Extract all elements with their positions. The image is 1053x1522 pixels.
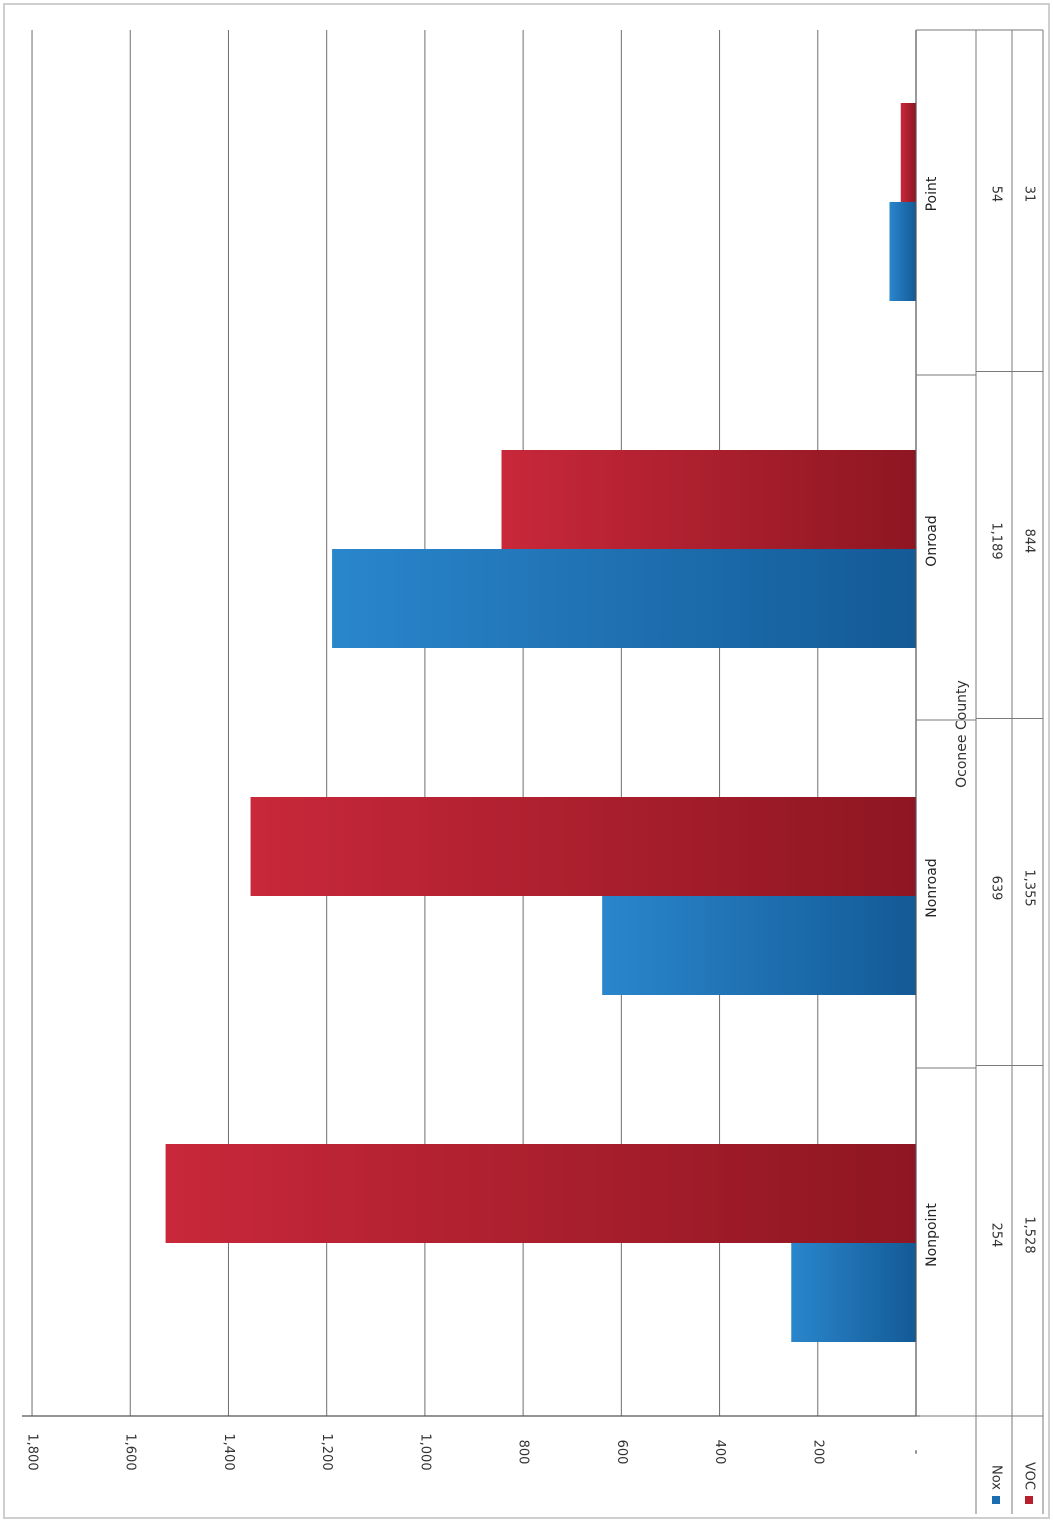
- legend-swatch-nox: [992, 1496, 1000, 1504]
- y-tick-label: 400: [712, 1440, 727, 1465]
- axes: - 200 400 600 800 1,000 1,200 1,400 1,600 1,800: [22, 30, 924, 1471]
- y-tick-label: 1,200: [319, 1433, 334, 1470]
- y-tick-label: 1,400: [221, 1433, 236, 1470]
- category-label-onroad: Onroad: [924, 515, 940, 566]
- bar-voc-nonpoint: [165, 1144, 917, 1243]
- legend-swatch-voc: [1025, 1496, 1033, 1504]
- y-tick-label: -: [909, 1450, 924, 1455]
- data-label-nox-nonpoint: 254: [989, 1223, 1004, 1248]
- data-table: Nonpoint Nonroad Onroad Point Oconee County 2…: [916, 29, 1044, 1514]
- bar-voc-point: [900, 103, 916, 202]
- y-tick-label: 1,600: [123, 1433, 138, 1470]
- bar-nox-point: [889, 202, 916, 301]
- x-axis-title: Oconee County: [954, 680, 970, 788]
- y-tick-label: 600: [614, 1440, 629, 1465]
- category-label-nonroad: Nonroad: [924, 858, 940, 917]
- data-label-nox-point: 54: [989, 186, 1004, 203]
- data-label-nox-onroad: 1,189: [989, 522, 1004, 559]
- category-label-point: Point: [924, 176, 940, 211]
- bar-nox-nonroad: [602, 896, 916, 995]
- data-label-voc-onroad: 844: [1022, 529, 1037, 554]
- data-label-voc-point: 31: [1022, 186, 1037, 203]
- y-tick-label: 1,000: [417, 1433, 432, 1470]
- bar-nox-onroad: [332, 549, 916, 648]
- bars: [165, 103, 917, 1342]
- bar-nox-nonpoint: [791, 1243, 916, 1342]
- data-label-nox-nonroad: 639: [989, 876, 1004, 901]
- data-label-voc-nonpoint: 1,528: [1022, 1216, 1037, 1253]
- bar-voc-nonroad: [250, 797, 916, 896]
- y-tick-label: 1,800: [25, 1433, 40, 1470]
- y-tick-label: 200: [810, 1440, 825, 1465]
- legend-label-voc: VOC: [1022, 1462, 1037, 1490]
- data-label-voc-nonroad: 1,355: [1022, 869, 1037, 906]
- y-tick-label: 800: [516, 1440, 531, 1465]
- category-label-nonpoint: Nonpoint: [924, 1203, 940, 1267]
- legend-label-nox: Nox: [989, 1465, 1004, 1490]
- bar-voc-onroad: [501, 450, 916, 549]
